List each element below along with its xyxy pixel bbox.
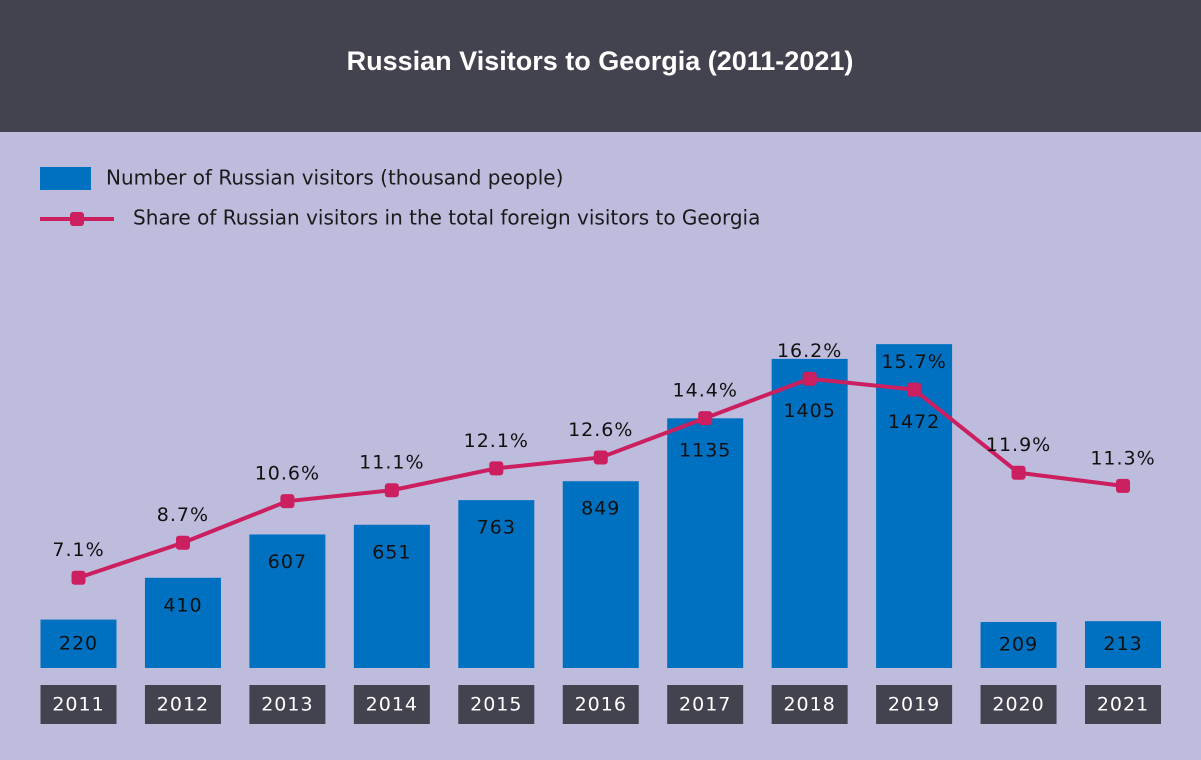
header (0, 0, 1201, 132)
x-tick-label: 2020 (992, 694, 1044, 716)
bar (980, 622, 1057, 668)
line-marker (280, 494, 295, 509)
category-box (980, 685, 1057, 724)
legend-swatch (40, 167, 91, 190)
x-tick-label: 2011 (52, 694, 104, 716)
x-tick-label: 2014 (366, 694, 418, 716)
category-box (876, 685, 953, 724)
line-value-label: 11.9% (986, 434, 1051, 456)
line-value-label: 10.6% (255, 463, 320, 485)
x-tick-label: 2017 (679, 694, 731, 716)
x-tick-label: 2019 (888, 694, 940, 716)
bar (876, 344, 953, 668)
line-marker (1011, 465, 1026, 480)
x-tick-label: 2015 (470, 694, 522, 716)
x-tick-label: 2013 (261, 694, 313, 716)
line-marker (384, 483, 399, 498)
line-marker (489, 461, 504, 476)
legend-label: Number of Russian visitors (thousand peo… (106, 166, 563, 190)
bar (771, 358, 848, 668)
category-box (1085, 685, 1161, 724)
bar-value-label: 763 (477, 517, 516, 539)
bar-value-label: 607 (268, 551, 307, 573)
line-value-label: 12.6% (568, 419, 633, 441)
line-marker (71, 570, 86, 585)
category-box (562, 685, 639, 724)
category-box (458, 685, 535, 724)
legend-label: Share of Russian visitors in the total f… (133, 206, 760, 230)
line-value-label: 14.4% (673, 380, 738, 402)
line-value-label: 11.1% (359, 452, 424, 474)
line-value-label: 7.1% (52, 539, 104, 561)
line-value-label: 8.7% (157, 504, 209, 526)
category-box (353, 685, 430, 724)
line-marker (698, 411, 713, 426)
category-box (771, 685, 848, 724)
bar-value-label: 1472 (888, 411, 940, 433)
category-box (667, 685, 744, 724)
bar-value-label: 220 (59, 632, 98, 654)
bar-value-label: 410 (163, 594, 202, 616)
bar-value-label: 209 (999, 634, 1038, 656)
bar-value-label: 651 (372, 541, 411, 563)
bar (458, 500, 535, 668)
bar-value-label: 849 (581, 498, 620, 520)
line-value-label: 11.3% (1090, 447, 1155, 469)
category-box (249, 685, 326, 724)
line-value-label: 15.7% (881, 351, 946, 373)
bar-value-label: 213 (1103, 633, 1142, 655)
x-tick-label: 2018 (783, 694, 835, 716)
line-value-label: 12.1% (464, 430, 529, 452)
bar (1085, 621, 1161, 668)
line-value-label: 16.2% (777, 340, 842, 362)
category-box (144, 685, 221, 724)
line-marker (802, 371, 817, 386)
line-marker (175, 535, 190, 550)
bar (249, 534, 326, 668)
bar (40, 619, 117, 668)
category-box (40, 685, 117, 724)
line-marker (593, 450, 608, 465)
x-tick-label: 2021 (1097, 694, 1149, 716)
bar (144, 577, 221, 668)
bar (667, 418, 744, 668)
x-tick-label: 2012 (157, 694, 209, 716)
line-marker (1116, 478, 1130, 493)
bar-value-label: 1135 (679, 440, 731, 462)
chart-title: Russian Visitors to Georgia (2011-2021) (347, 46, 854, 76)
bar (562, 481, 639, 668)
bar (353, 524, 430, 668)
legend-marker (70, 212, 84, 226)
bar-value-label: 1405 (783, 400, 835, 422)
line-marker (907, 382, 922, 397)
x-tick-label: 2016 (575, 694, 627, 716)
